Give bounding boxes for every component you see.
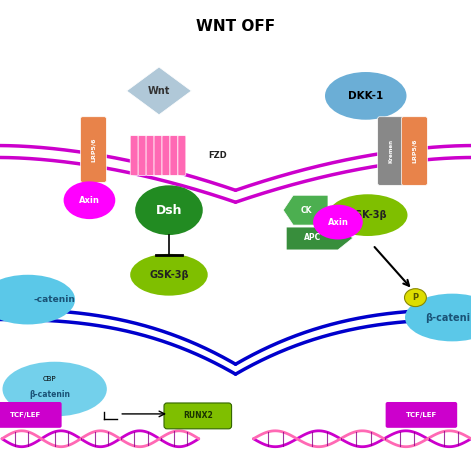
Text: GSK-3β: GSK-3β xyxy=(348,210,388,220)
Polygon shape xyxy=(127,67,191,115)
FancyBboxPatch shape xyxy=(386,402,457,428)
Ellipse shape xyxy=(313,205,363,239)
Ellipse shape xyxy=(328,194,408,236)
FancyBboxPatch shape xyxy=(401,117,428,185)
Text: Axin: Axin xyxy=(79,196,100,205)
Text: DKK-1: DKK-1 xyxy=(348,91,383,101)
Text: RUNX2: RUNX2 xyxy=(183,411,213,420)
Ellipse shape xyxy=(405,294,474,341)
Text: APC: APC xyxy=(304,234,322,243)
Text: β-catenin: β-catenin xyxy=(29,390,70,399)
FancyBboxPatch shape xyxy=(81,117,106,182)
Text: P: P xyxy=(412,293,419,302)
Text: TCF/LEF: TCF/LEF xyxy=(406,412,437,418)
FancyBboxPatch shape xyxy=(138,136,146,175)
FancyBboxPatch shape xyxy=(178,136,186,175)
Ellipse shape xyxy=(404,289,427,307)
Text: Axin: Axin xyxy=(328,218,348,227)
Text: FZD: FZD xyxy=(209,151,228,160)
Text: TCF/LEF: TCF/LEF xyxy=(10,412,41,418)
Ellipse shape xyxy=(2,362,107,416)
Text: Kremen: Kremen xyxy=(388,138,393,163)
Text: β-cateni: β-cateni xyxy=(425,312,470,322)
FancyBboxPatch shape xyxy=(146,136,154,175)
FancyBboxPatch shape xyxy=(0,402,62,428)
Polygon shape xyxy=(283,195,328,225)
Text: LRP5/6: LRP5/6 xyxy=(412,138,417,163)
FancyBboxPatch shape xyxy=(130,136,138,175)
FancyBboxPatch shape xyxy=(162,136,170,175)
Text: LRP5/6: LRP5/6 xyxy=(91,137,96,162)
Ellipse shape xyxy=(325,72,407,120)
FancyBboxPatch shape xyxy=(378,117,403,185)
FancyBboxPatch shape xyxy=(164,403,232,429)
Text: WNT OFF: WNT OFF xyxy=(196,19,275,34)
FancyBboxPatch shape xyxy=(170,136,178,175)
Polygon shape xyxy=(286,227,353,250)
Ellipse shape xyxy=(64,182,115,219)
Text: Wnt: Wnt xyxy=(148,86,170,96)
FancyBboxPatch shape xyxy=(154,136,162,175)
Ellipse shape xyxy=(135,185,203,235)
Text: -catenin: -catenin xyxy=(34,295,75,304)
Ellipse shape xyxy=(0,275,75,325)
Text: GSK-3β: GSK-3β xyxy=(149,270,189,280)
Text: CBP: CBP xyxy=(43,376,56,382)
Ellipse shape xyxy=(130,254,208,296)
Text: CK: CK xyxy=(301,206,312,215)
Text: Dsh: Dsh xyxy=(156,204,182,217)
